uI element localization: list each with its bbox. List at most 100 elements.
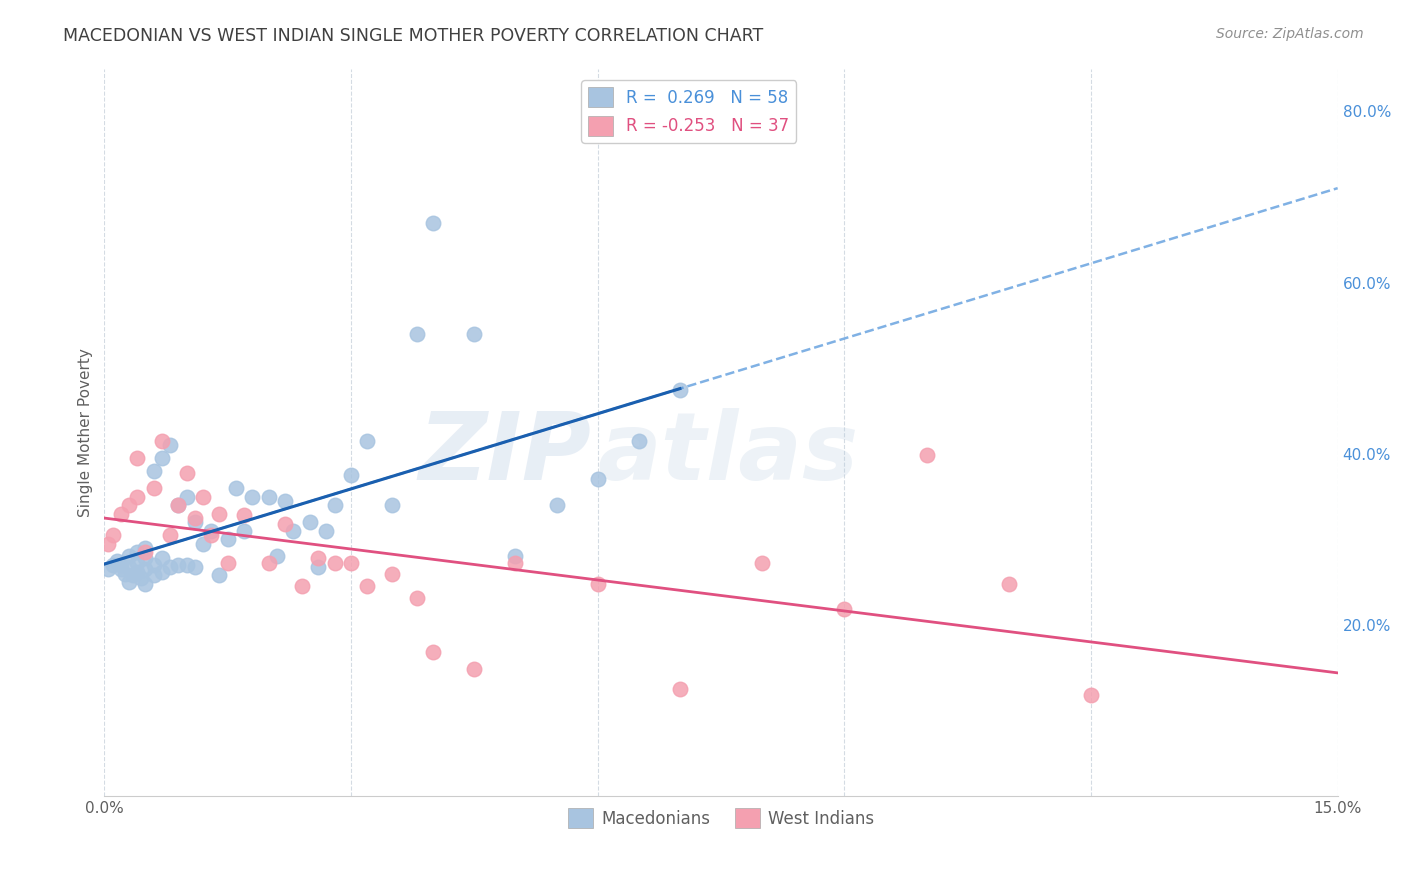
Point (159, 438, 181, 452)
Point (142, 558, 165, 572)
Text: MACEDONIAN VS WEST INDIAN SINGLE MOTHER POVERTY CORRELATION CHART: MACEDONIAN VS WEST INDIAN SINGLE MOTHER … (63, 27, 763, 45)
Point (340, 556, 363, 570)
Y-axis label: Single Mother Poverty: Single Mother Poverty (79, 348, 93, 516)
Point (208, 568, 231, 582)
Point (134, 545, 156, 559)
Point (97, 562, 120, 576)
Point (159, 528, 181, 542)
Point (627, 434, 650, 448)
Text: ZIP: ZIP (419, 409, 592, 500)
Point (217, 556, 239, 570)
Point (150, 565, 173, 579)
Point (915, 449, 938, 463)
Point (142, 568, 165, 582)
Point (184, 559, 207, 574)
Point (167, 558, 190, 572)
Point (1080, 688, 1102, 702)
Point (505, 556, 527, 570)
Point (225, 481, 247, 495)
Point (315, 524, 337, 538)
Point (669, 682, 692, 697)
Point (127, 490, 149, 504)
Point (463, 662, 485, 676)
Point (105, 554, 128, 568)
Point (586, 576, 609, 591)
Point (307, 551, 329, 566)
Point (323, 498, 346, 512)
Point (142, 481, 165, 495)
Point (356, 579, 378, 593)
Point (150, 551, 173, 566)
Point (118, 549, 141, 564)
Point (131, 571, 153, 585)
Point (191, 490, 214, 504)
Point (101, 558, 124, 572)
Point (422, 216, 444, 230)
Point (274, 493, 297, 508)
Point (110, 562, 132, 576)
Point (266, 549, 288, 564)
Point (274, 516, 297, 531)
Point (127, 545, 149, 559)
Point (122, 568, 145, 582)
Point (208, 507, 231, 521)
Point (150, 450, 173, 465)
Point (110, 507, 132, 521)
Point (118, 559, 141, 574)
Point (101, 528, 124, 542)
Point (114, 566, 136, 581)
Point (167, 498, 190, 512)
Point (340, 468, 363, 483)
Point (159, 559, 181, 574)
Point (217, 533, 239, 547)
Point (134, 551, 156, 566)
Point (127, 565, 149, 579)
Point (142, 464, 165, 478)
Point (307, 559, 329, 574)
Point (233, 524, 256, 538)
Point (191, 536, 214, 550)
Point (200, 524, 222, 538)
Point (127, 450, 149, 465)
Point (176, 558, 198, 572)
Point (134, 562, 156, 576)
Point (997, 576, 1019, 591)
Point (167, 498, 190, 512)
Point (323, 556, 346, 570)
Point (184, 511, 207, 525)
Point (546, 498, 568, 512)
Point (298, 515, 321, 529)
Point (176, 490, 198, 504)
Point (834, 602, 856, 616)
Legend: Macedonians, West Indians: Macedonians, West Indians (561, 801, 882, 835)
Point (505, 549, 527, 564)
Point (184, 515, 207, 529)
Point (257, 490, 280, 504)
Point (405, 326, 427, 341)
Point (586, 472, 609, 486)
Point (118, 575, 141, 590)
Point (176, 466, 198, 480)
Point (405, 591, 427, 605)
Point (381, 498, 404, 512)
Point (463, 326, 485, 341)
Text: Source: ZipAtlas.com: Source: ZipAtlas.com (1216, 27, 1364, 41)
Point (150, 434, 173, 448)
Point (118, 498, 141, 512)
Point (134, 541, 156, 555)
Point (291, 579, 314, 593)
Point (422, 645, 444, 659)
Point (381, 566, 404, 581)
Point (283, 524, 305, 538)
Point (127, 556, 149, 570)
Point (356, 434, 378, 448)
Text: atlas: atlas (598, 409, 859, 500)
Point (200, 528, 222, 542)
Point (110, 558, 132, 572)
Point (669, 383, 692, 397)
Point (134, 576, 156, 591)
Point (751, 556, 773, 570)
Point (257, 556, 280, 570)
Point (97, 536, 120, 550)
Point (233, 508, 256, 523)
